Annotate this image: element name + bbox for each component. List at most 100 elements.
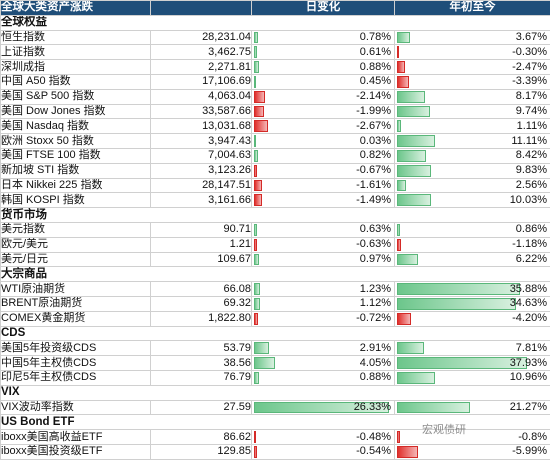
header-row: 全球大类资产涨跌 日变化 年初至今	[1, 1, 550, 16]
asset-name: 中国 A50 指数	[1, 74, 151, 89]
ytd-change-cell-text: 10.03%	[395, 194, 550, 207]
daily-change-cell-text: -1.61%	[252, 179, 394, 192]
ytd-change-cell: 2.56%	[395, 178, 550, 193]
ytd-change-cell-text: 10.96%	[395, 371, 550, 384]
daily-change-cell-text: -0.67%	[252, 164, 394, 177]
asset-name: 美国 FTSE 100 指数	[1, 148, 151, 163]
ytd-change-cell-text: 9.74%	[395, 105, 550, 118]
asset-name: 印尼5年主权债CDS	[1, 370, 151, 385]
section-title: 全球权益	[1, 15, 550, 30]
ytd-change-cell: 0.86%	[395, 222, 550, 237]
daily-change-cell: 26.33%	[252, 400, 395, 415]
asset-value: 13,031.68	[151, 119, 252, 134]
daily-change-cell: 0.03%	[252, 134, 395, 149]
asset-name: WTI原油期货	[1, 282, 151, 297]
asset-name: 日本 Nikkei 225 指数	[1, 178, 151, 193]
daily-change-cell-text: -0.48%	[252, 431, 394, 444]
daily-change-cell-text: -1.49%	[252, 194, 394, 207]
ytd-change-cell-text: 1.11%	[395, 120, 550, 133]
asset-value: 3,161.66	[151, 193, 252, 208]
asset-name: 美国 Dow Jones 指数	[1, 104, 151, 119]
daily-change-cell-text: -0.72%	[252, 312, 394, 325]
daily-change-cell: -0.63%	[252, 237, 395, 252]
daily-change-cell: 0.78%	[252, 30, 395, 45]
asset-value: 3,947.43	[151, 134, 252, 149]
asset-value: 28,231.04	[151, 30, 252, 45]
ytd-change-cell: 35.88%	[395, 282, 550, 297]
section-title: 货币市场	[1, 208, 550, 223]
daily-change-cell-text: -0.54%	[252, 445, 394, 458]
daily-change-cell-text: 1.23%	[252, 283, 394, 296]
daily-change-cell: -0.72%	[252, 311, 395, 326]
daily-change-cell: -1.99%	[252, 104, 395, 119]
ytd-change-cell-text: 6.22%	[395, 253, 550, 266]
ytd-change-cell-text: 2.56%	[395, 179, 550, 192]
ytd-change-cell: 21.27%	[395, 400, 550, 415]
ytd-change-cell-text: 8.17%	[395, 90, 550, 103]
daily-change-cell: -1.49%	[252, 193, 395, 208]
ytd-change-cell: 9.83%	[395, 163, 550, 178]
ytd-change-cell: 10.96%	[395, 370, 550, 385]
daily-change-cell-text: 0.45%	[252, 75, 394, 88]
daily-change-cell: -2.67%	[252, 119, 395, 134]
asset-name: iboxx美国投资级ETF	[1, 444, 151, 459]
asset-name: 欧元/美元	[1, 237, 151, 252]
table-title: 全球大类资产涨跌	[1, 1, 151, 16]
asset-name: 美国 S&P 500 指数	[1, 89, 151, 104]
ytd-change-cell: -0.8%	[395, 430, 550, 445]
daily-change-cell: 0.97%	[252, 252, 395, 267]
asset-value: 86.62	[151, 430, 252, 445]
ytd-change-cell-text: 37.93%	[395, 357, 550, 370]
daily-change-cell-text: 0.78%	[252, 31, 394, 44]
daily-change-cell-text: -1.99%	[252, 105, 394, 118]
section-title: CDS	[1, 326, 550, 341]
daily-change-cell: 0.88%	[252, 60, 395, 75]
asset-name: 上证指数	[1, 45, 151, 60]
daily-change-cell-text: -2.67%	[252, 120, 394, 133]
ytd-change-cell: 8.42%	[395, 148, 550, 163]
ytd-change-cell: -3.39%	[395, 74, 550, 89]
asset-value: 27.59	[151, 400, 252, 415]
section-header-row: VIX	[1, 385, 550, 400]
asset-name: 韩国 KOSPI 指数	[1, 193, 151, 208]
asset-name: 美国 Nasdaq 指数	[1, 119, 151, 134]
ytd-change-cell: 11.11%	[395, 134, 550, 149]
ytd-change-cell: 3.67%	[395, 30, 550, 45]
section-header-row: 货币市场	[1, 208, 550, 223]
daily-change-cell: 2.91%	[252, 341, 395, 356]
asset-name: 美元指数	[1, 222, 151, 237]
asset-name: BRENT原油期货	[1, 296, 151, 311]
ytd-change-cell: -4.20%	[395, 311, 550, 326]
ytd-change-cell-text: 3.67%	[395, 31, 550, 44]
asset-name: VIX波动率指数	[1, 400, 151, 415]
ytd-change-cell-text: -4.20%	[395, 312, 550, 325]
asset-name: 深圳成指	[1, 60, 151, 75]
daily-change-cell: 4.05%	[252, 356, 395, 371]
ytd-change-cell: 10.03%	[395, 193, 550, 208]
daily-change-cell-text: 1.12%	[252, 297, 394, 310]
ytd-change-cell-text: -5.99%	[395, 445, 550, 458]
daily-change-cell: 0.61%	[252, 45, 395, 60]
ytd-change-cell-text: -1.18%	[395, 238, 550, 251]
section-title: 大宗商品	[1, 267, 550, 282]
daily-change-cell-text: -2.14%	[252, 90, 394, 103]
ytd-change-cell: 8.17%	[395, 89, 550, 104]
ytd-change-cell: -2.47%	[395, 60, 550, 75]
ytd-change-cell-text: -3.39%	[395, 75, 550, 88]
